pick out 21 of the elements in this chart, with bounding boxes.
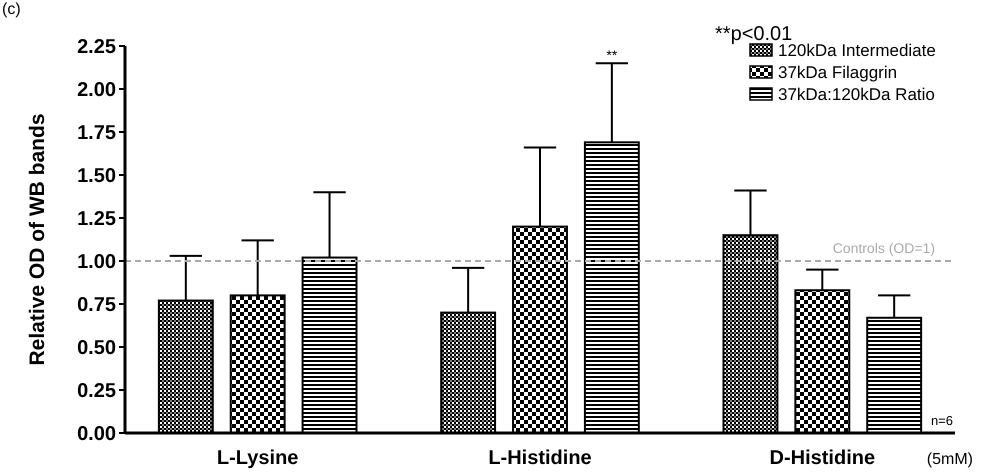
- y-tick-label: 1.75: [77, 122, 116, 144]
- y-tick-label: 0.25: [77, 380, 116, 402]
- y-tick-label: 1.00: [77, 251, 116, 273]
- y-tick-label: 0.75: [77, 294, 116, 316]
- y-tick-label: 1.25: [77, 208, 116, 230]
- annotation: **: [606, 47, 618, 63]
- y-tick-label: 2.00: [77, 79, 116, 101]
- x-tick-label: D-Histidine: [770, 447, 876, 469]
- x-axis-title: (5mM): [926, 451, 973, 468]
- text: (c): [2, 1, 21, 18]
- x-tick-label: L-Lysine: [216, 447, 298, 469]
- y-tick-label: 0.50: [77, 337, 116, 359]
- annotation: n=6: [930, 413, 953, 428]
- legend-label: 37kDa Filaggrin: [778, 62, 898, 82]
- ref-line-label: Controls (OD=1): [832, 240, 935, 256]
- x-tick-label: L-Histidine: [488, 447, 592, 469]
- y-axis-title: Relative OD of WB bands: [26, 113, 49, 366]
- y-tick-label: 0.00: [77, 423, 116, 445]
- legend-label: 37kDa:120kDa Ratio: [778, 84, 935, 104]
- y-tick-label: 2.25: [77, 36, 116, 58]
- y-tick-label: 1.50: [77, 165, 116, 187]
